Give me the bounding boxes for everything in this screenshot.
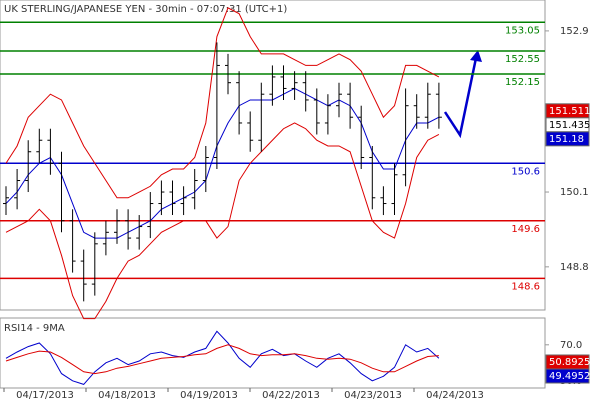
price-marker-label: 50.8925: [549, 357, 590, 368]
chart-title: UK STERLING/JAPANESE YEN - 30min - 07:07…: [4, 4, 287, 15]
level-label: 149.6: [511, 224, 540, 235]
price-marker-box: [545, 131, 590, 147]
level-label: 152.15: [505, 77, 540, 88]
price-panel: [0, 0, 546, 311]
y-tick-label: 152.9: [560, 26, 589, 37]
level-label: 153.05: [505, 25, 540, 36]
price-marker-label: 49.4952: [549, 371, 590, 382]
x-tick-label: 04/19/2013: [180, 390, 238, 400]
level-label: 150.6: [511, 166, 540, 177]
x-tick-label: 04/22/2013: [262, 390, 320, 400]
overlay-line: [5, 7, 440, 199]
rsi-line: [5, 330, 440, 385]
overlay-line: [5, 87, 440, 239]
level-label: 152.55: [505, 54, 540, 65]
x-tick-label: 04/18/2013: [98, 390, 156, 400]
rsi-title: RSI14 - 9MA: [4, 323, 65, 334]
price-marker-box: [545, 368, 590, 384]
y-tick-label: 150.1: [560, 187, 589, 198]
forecast-arrow: [443, 57, 478, 139]
y-tick-label: 148.8: [560, 262, 589, 273]
price-marker-label: 151.18: [549, 134, 584, 145]
y-tick-label: 70.0: [560, 340, 582, 351]
price-marker-label: 151.511: [549, 106, 590, 117]
rsi-line: [5, 344, 439, 375]
x-tick-label: 04/24/2013: [426, 390, 484, 400]
arrow-head: [470, 50, 482, 62]
rsi-panel: [0, 317, 546, 389]
x-tick-label: 04/17/2013: [16, 390, 74, 400]
level-label: 148.6: [511, 281, 540, 292]
overlay-line: [5, 122, 440, 320]
x-tick-label: 04/23/2013: [344, 390, 402, 400]
price-marker-label: 151.435: [549, 120, 590, 131]
